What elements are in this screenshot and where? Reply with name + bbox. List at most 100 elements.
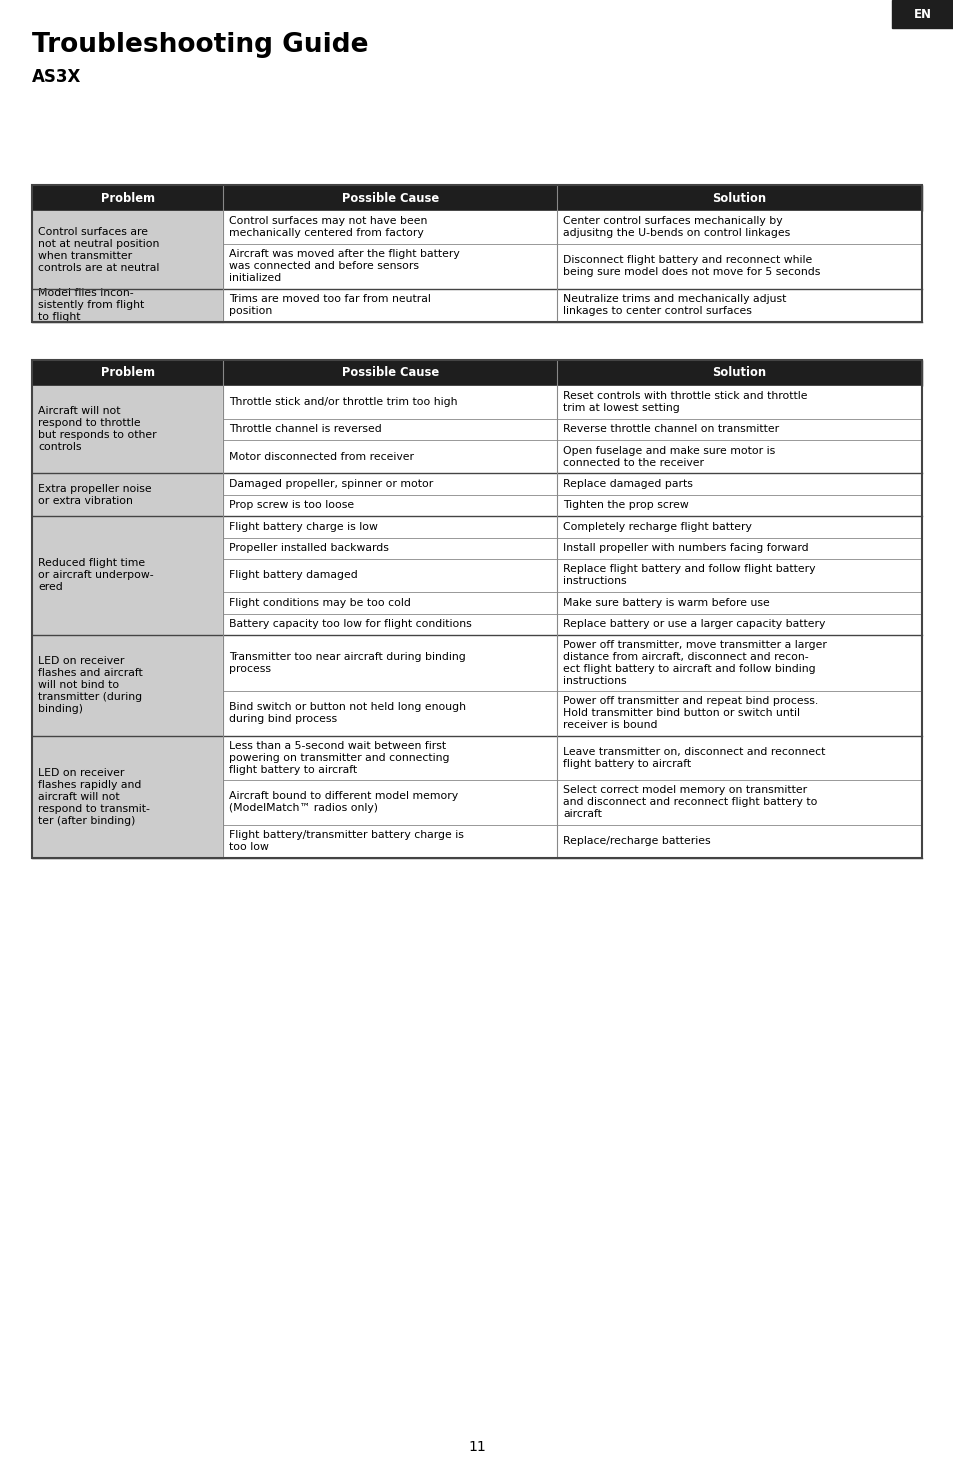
Text: Leave transmitter on, disconnect and reconnect
flight battery to aircraft: Leave transmitter on, disconnect and rec…: [562, 746, 824, 768]
Bar: [223, 614, 557, 636]
Text: Throttle stick and/or throttle trim too high: Throttle stick and/or throttle trim too …: [229, 397, 457, 407]
Text: Trims are moved too far from neutral
position: Trims are moved too far from neutral pos…: [229, 294, 431, 316]
Bar: [223, 690, 557, 736]
Text: Replace flight battery and follow flight battery
instructions: Replace flight battery and follow flight…: [562, 565, 815, 587]
Bar: [223, 289, 557, 322]
Bar: [557, 614, 921, 636]
Bar: [557, 591, 921, 614]
Text: Flight battery damaged: Flight battery damaged: [229, 571, 357, 581]
Bar: [557, 385, 921, 419]
Text: Troubleshooting Guide: Troubleshooting Guide: [32, 32, 368, 58]
Text: Reverse throttle channel on transmitter: Reverse throttle channel on transmitter: [562, 425, 779, 434]
Text: Disconnect flight battery and reconnect while
being sure model does not move for: Disconnect flight battery and reconnect …: [562, 255, 820, 277]
Text: Flight conditions may be too cold: Flight conditions may be too cold: [229, 597, 411, 608]
Bar: [32, 385, 223, 473]
Bar: [557, 736, 921, 780]
Bar: [557, 289, 921, 322]
Text: Motor disconnected from receiver: Motor disconnected from receiver: [229, 451, 414, 462]
Bar: [223, 211, 557, 243]
Bar: [223, 825, 557, 857]
Bar: [32, 360, 921, 857]
Text: Less than a 5-second wait between first
powering on transmitter and connecting
f: Less than a 5-second wait between first …: [229, 740, 450, 774]
Text: Possible Cause: Possible Cause: [341, 192, 438, 205]
Bar: [557, 440, 921, 473]
Text: Solution: Solution: [712, 366, 766, 379]
Text: Open fuselage and make sure motor is
connected to the receiver: Open fuselage and make sure motor is con…: [562, 445, 775, 468]
Bar: [32, 736, 223, 857]
Bar: [557, 559, 921, 591]
Text: Aircraft was moved after the flight battery
was connected and before sensors
ini: Aircraft was moved after the flight batt…: [229, 249, 459, 283]
Text: Make sure battery is warm before use: Make sure battery is warm before use: [562, 597, 769, 608]
Text: Flight battery/transmitter battery charge is
too low: Flight battery/transmitter battery charg…: [229, 830, 464, 853]
Bar: [32, 636, 223, 736]
Bar: [223, 473, 557, 494]
Bar: [891, 0, 953, 28]
Bar: [32, 516, 223, 636]
Bar: [223, 243, 557, 289]
Bar: [223, 736, 557, 780]
Bar: [557, 780, 921, 825]
Text: Damaged propeller, spinner or motor: Damaged propeller, spinner or motor: [229, 479, 434, 488]
Bar: [32, 289, 223, 322]
Bar: [223, 440, 557, 473]
Text: Center control surfaces mechanically by
adjusitng the U-bends on control linkage: Center control surfaces mechanically by …: [562, 217, 789, 239]
Text: Extra propeller noise
or extra vibration: Extra propeller noise or extra vibration: [38, 484, 152, 506]
Text: Bind switch or button not held long enough
during bind process: Bind switch or button not held long enou…: [229, 702, 466, 724]
Text: Throttle channel is reversed: Throttle channel is reversed: [229, 425, 382, 434]
Bar: [557, 636, 921, 690]
Bar: [557, 211, 921, 243]
Text: LED on receiver
flashes rapidly and
aircraft will not
respond to transmit-
ter (: LED on receiver flashes rapidly and airc…: [38, 767, 150, 826]
Bar: [223, 591, 557, 614]
Text: Flight battery charge is low: Flight battery charge is low: [229, 522, 377, 532]
Bar: [223, 780, 557, 825]
Bar: [223, 494, 557, 516]
Bar: [557, 825, 921, 857]
Text: Power off transmitter, move transmitter a larger
distance from aircraft, disconn: Power off transmitter, move transmitter …: [562, 640, 826, 686]
Text: Neutralize trims and mechanically adjust
linkages to center control surfaces: Neutralize trims and mechanically adjust…: [562, 294, 785, 316]
Text: Propeller installed backwards: Propeller installed backwards: [229, 543, 389, 553]
Bar: [557, 516, 921, 537]
Text: Control surfaces are
not at neutral position
when transmitter
controls are at ne: Control surfaces are not at neutral posi…: [38, 227, 159, 273]
Text: Transmitter too near aircraft during binding
process: Transmitter too near aircraft during bin…: [229, 652, 466, 674]
Text: Problem: Problem: [100, 366, 154, 379]
Text: Aircraft will not
respond to throttle
but responds to other
controls: Aircraft will not respond to throttle bu…: [38, 406, 156, 453]
Bar: [32, 211, 223, 289]
Text: AS3X: AS3X: [32, 68, 81, 86]
Bar: [32, 184, 921, 211]
Bar: [223, 559, 557, 591]
Text: Replace damaged parts: Replace damaged parts: [562, 479, 692, 488]
Text: Prop screw is too loose: Prop screw is too loose: [229, 500, 355, 510]
Bar: [223, 419, 557, 440]
Text: LED on receiver
flashes and aircraft
will not bind to
transmitter (during
bindin: LED on receiver flashes and aircraft wil…: [38, 656, 143, 714]
Text: Problem: Problem: [100, 192, 154, 205]
Text: Replace/recharge batteries: Replace/recharge batteries: [562, 836, 710, 847]
Text: Possible Cause: Possible Cause: [341, 366, 438, 379]
Text: Control surfaces may not have been
mechanically centered from factory: Control surfaces may not have been mecha…: [229, 217, 427, 239]
Text: Reset controls with throttle stick and throttle
trim at lowest setting: Reset controls with throttle stick and t…: [562, 391, 807, 413]
Bar: [32, 360, 921, 385]
Bar: [223, 385, 557, 419]
Bar: [557, 494, 921, 516]
Bar: [223, 516, 557, 537]
Text: Model flies incon-
sistently from flight
to flight: Model flies incon- sistently from flight…: [38, 288, 144, 322]
Text: Select correct model memory on transmitter
and disconnect and reconnect flight b: Select correct model memory on transmitt…: [562, 785, 817, 819]
Text: Tighten the prop screw: Tighten the prop screw: [562, 500, 688, 510]
Bar: [557, 690, 921, 736]
Text: Completely recharge flight battery: Completely recharge flight battery: [562, 522, 751, 532]
Text: Install propeller with numbers facing forward: Install propeller with numbers facing fo…: [562, 543, 808, 553]
Text: Battery capacity too low for flight conditions: Battery capacity too low for flight cond…: [229, 620, 472, 630]
Text: EN: EN: [913, 7, 931, 21]
Bar: [557, 419, 921, 440]
Bar: [223, 636, 557, 690]
Text: Aircraft bound to different model memory
(ModelMatch™ radios only): Aircraft bound to different model memory…: [229, 791, 458, 813]
Text: 11: 11: [468, 1440, 485, 1454]
Text: Replace battery or use a larger capacity battery: Replace battery or use a larger capacity…: [562, 620, 824, 630]
Text: Power off transmitter and repeat bind process.
Hold transmitter bind button or s: Power off transmitter and repeat bind pr…: [562, 696, 818, 730]
Bar: [557, 537, 921, 559]
Bar: [32, 473, 223, 516]
Text: Reduced flight time
or aircraft underpow-
ered: Reduced flight time or aircraft underpow…: [38, 559, 153, 593]
Text: Solution: Solution: [712, 192, 766, 205]
Bar: [32, 184, 921, 322]
Bar: [557, 473, 921, 494]
Bar: [557, 243, 921, 289]
